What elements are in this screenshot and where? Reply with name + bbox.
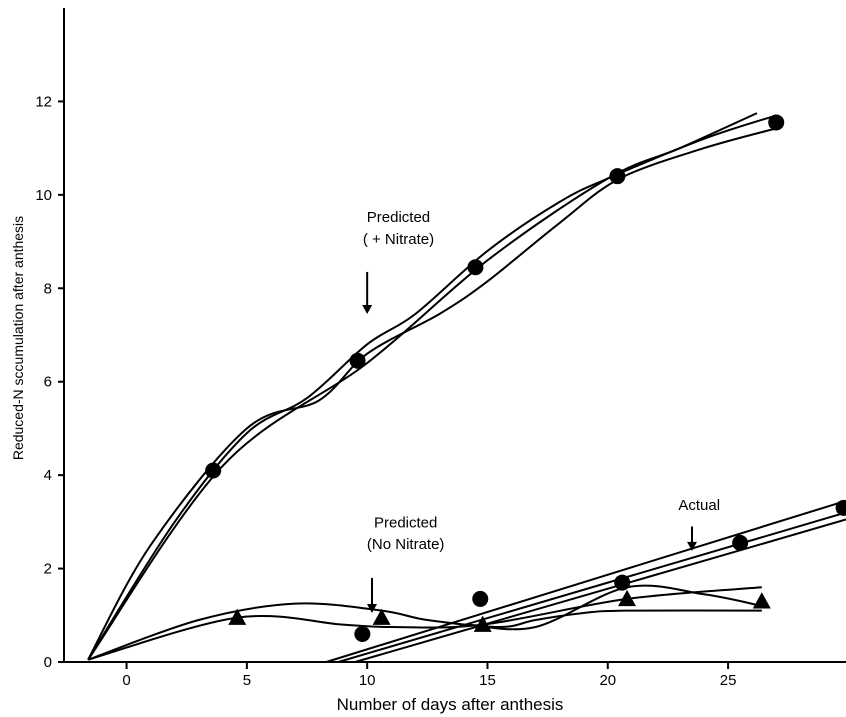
series-1-point-2 — [349, 352, 366, 369]
curves-layer — [87, 112, 846, 663]
series-2-point-4 — [732, 534, 749, 551]
curve-6 — [326, 499, 846, 663]
y-tick-label: 6 — [44, 374, 52, 391]
x-tick-label: 5 — [243, 672, 251, 689]
curve-3 — [87, 112, 758, 661]
annotation-arrowhead-3 — [687, 541, 698, 551]
x-tick-label: 10 — [359, 672, 376, 689]
annotation-2: ( + Nitrate) — [363, 231, 434, 248]
series-2-point-5 — [835, 499, 846, 516]
y-tick-label: 8 — [44, 280, 52, 297]
series-3-point-3 — [473, 615, 492, 632]
series-3-point-4 — [618, 589, 637, 607]
series-3-point-2 — [372, 608, 391, 625]
annotations-layer: Predicted ( + Nitrate) Predicted (No Nitrat… — [362, 209, 720, 613]
x-ticks-layer: 0 5 10 15 20 25 — [122, 662, 736, 689]
annotation-5: Actual — [678, 497, 720, 514]
y-ticks-layer: 0 2 4 6 8 10 12 — [35, 93, 64, 671]
series-3-point-1 — [228, 608, 247, 625]
x-tick-label: 15 — [479, 672, 496, 689]
curve-7 — [338, 511, 846, 663]
curve-8 — [354, 518, 846, 663]
y-tick-label: 2 — [44, 561, 52, 578]
y-axis-title: Reduced-N sccumulation after anthesis — [10, 216, 26, 460]
x-tick-label: 0 — [122, 672, 130, 689]
x-tick-label: 25 — [720, 672, 737, 689]
series-3-point-5 — [752, 592, 771, 609]
annotation-3: Predicted — [374, 514, 437, 531]
series-1-point-3 — [467, 259, 484, 276]
y-tick-label: 10 — [35, 187, 52, 204]
series-1-point-1 — [205, 462, 222, 479]
series-2-point-2 — [472, 590, 489, 607]
series-2-point-3 — [614, 574, 631, 591]
y-tick-label: 12 — [35, 93, 52, 110]
annotation-4: (No Nitrate) — [367, 536, 445, 553]
annotation-1: Predicted — [367, 209, 430, 226]
annotation-arrowhead-2 — [366, 603, 377, 613]
x-tick-label: 20 — [599, 672, 616, 689]
y-tick-label: 4 — [44, 467, 52, 484]
curve-9 — [468, 584, 762, 631]
markers-layer — [205, 114, 846, 642]
curve-1 — [87, 114, 777, 661]
x-axis-title: Number of days after anthesis — [337, 695, 564, 714]
y-tick-label: 0 — [44, 654, 52, 671]
series-1-point-4 — [609, 168, 626, 185]
series-1-point-5 — [768, 114, 785, 131]
curve-2 — [87, 126, 782, 661]
series-2-point-1 — [354, 625, 371, 642]
annotation-arrowhead-1 — [362, 304, 373, 314]
